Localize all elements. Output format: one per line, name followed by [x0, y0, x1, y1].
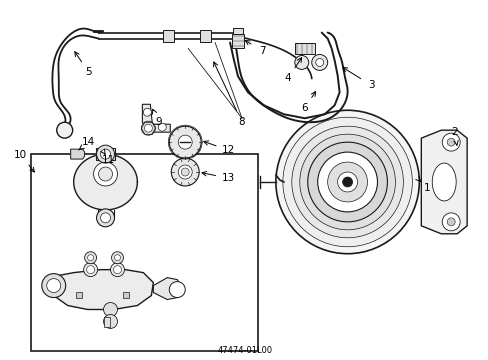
Circle shape: [141, 121, 155, 135]
Text: 2: 2: [450, 127, 457, 137]
Polygon shape: [74, 154, 137, 210]
Ellipse shape: [431, 163, 455, 201]
Text: 14: 14: [82, 137, 95, 147]
Bar: [294, 42, 314, 54]
Circle shape: [101, 213, 110, 223]
Circle shape: [178, 135, 192, 149]
Circle shape: [171, 158, 199, 186]
Circle shape: [47, 279, 61, 293]
Text: 3: 3: [367, 80, 374, 90]
Circle shape: [342, 177, 352, 187]
Text: 47474-01L00: 47474-01L00: [217, 346, 272, 355]
Bar: [163, 30, 173, 41]
Polygon shape: [421, 130, 466, 234]
Circle shape: [275, 110, 419, 254]
Circle shape: [113, 266, 121, 274]
Circle shape: [83, 263, 98, 276]
Circle shape: [111, 252, 123, 264]
Bar: [232, 33, 244, 48]
Circle shape: [86, 266, 94, 274]
Circle shape: [317, 152, 377, 212]
Circle shape: [93, 162, 117, 186]
Circle shape: [143, 108, 151, 116]
Text: 1: 1: [423, 183, 430, 193]
Circle shape: [327, 162, 367, 202]
Circle shape: [315, 58, 323, 67]
Text: 7: 7: [258, 45, 264, 55]
Text: 8: 8: [238, 117, 245, 127]
Circle shape: [181, 168, 189, 176]
Circle shape: [57, 122, 73, 138]
Circle shape: [101, 149, 110, 159]
Circle shape: [307, 142, 386, 222]
Circle shape: [87, 255, 93, 261]
Circle shape: [178, 165, 192, 179]
Circle shape: [169, 282, 185, 298]
Circle shape: [441, 213, 459, 231]
Circle shape: [294, 55, 308, 69]
Bar: [95, 148, 115, 160]
Circle shape: [96, 209, 114, 227]
Bar: [76, 292, 81, 298]
Circle shape: [96, 145, 114, 163]
Text: 4: 4: [284, 73, 290, 84]
Circle shape: [311, 54, 327, 71]
Circle shape: [114, 255, 120, 261]
Circle shape: [110, 263, 124, 276]
Text: 5: 5: [85, 67, 92, 77]
Polygon shape: [71, 149, 84, 159]
Text: 12: 12: [221, 145, 234, 155]
Text: 10: 10: [14, 150, 27, 160]
Bar: [31, 154, 258, 351]
Text: 6: 6: [301, 103, 307, 113]
Bar: [103, 318, 109, 328]
Polygon shape: [54, 270, 153, 310]
Circle shape: [99, 167, 112, 181]
Circle shape: [103, 315, 117, 328]
Text: 11: 11: [102, 155, 115, 165]
Circle shape: [447, 138, 454, 146]
Circle shape: [84, 252, 96, 264]
Circle shape: [299, 134, 395, 230]
Text: 9: 9: [155, 117, 162, 127]
Circle shape: [447, 218, 454, 226]
Polygon shape: [153, 278, 183, 300]
Circle shape: [441, 133, 459, 151]
Circle shape: [103, 302, 117, 316]
Circle shape: [41, 274, 65, 298]
Bar: [233, 28, 243, 44]
Polygon shape: [142, 104, 170, 132]
Circle shape: [144, 124, 152, 132]
Circle shape: [158, 123, 166, 131]
Circle shape: [282, 117, 411, 247]
Text: 13: 13: [221, 173, 234, 183]
Circle shape: [169, 126, 201, 158]
Circle shape: [291, 126, 403, 238]
Circle shape: [337, 172, 357, 192]
Bar: [199, 30, 210, 41]
Bar: [123, 292, 129, 298]
